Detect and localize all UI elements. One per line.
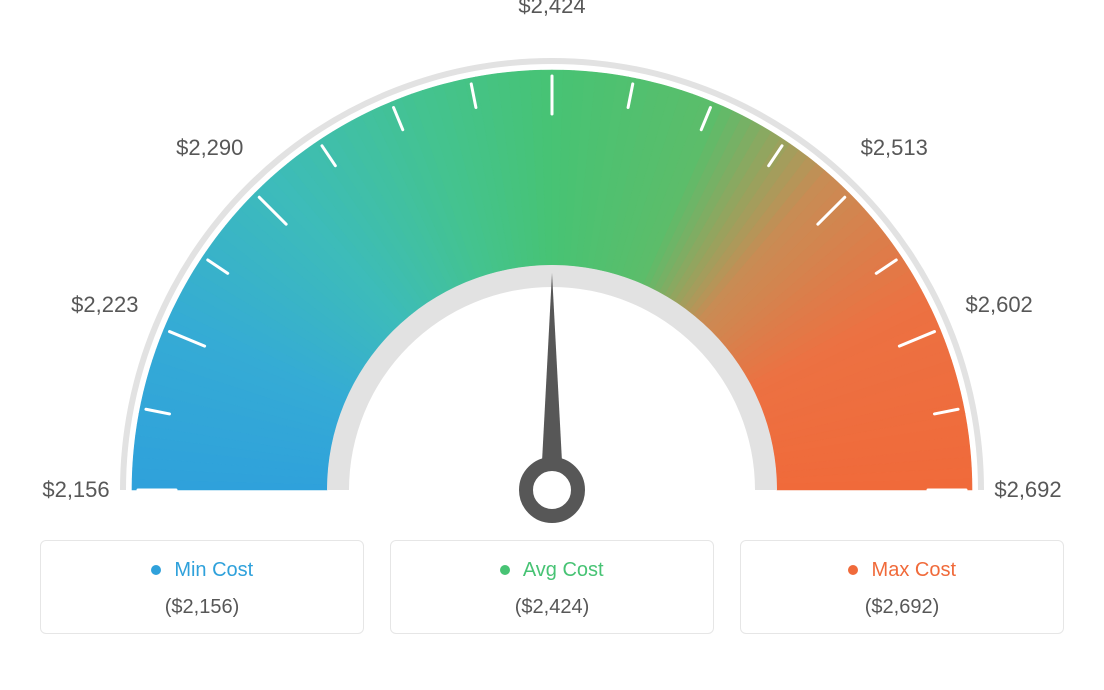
gauge-tick-label: $2,513	[861, 135, 928, 161]
gauge-tick-label: $2,602	[966, 292, 1033, 318]
gauge-svg	[0, 0, 1104, 540]
gauge-chart: $2,156 $2,223 $2,290 $2,424 $2,513 $2,602 $2,6…	[0, 0, 1104, 540]
card-avg-value: ($2,424)	[391, 596, 713, 619]
card-max-title: Max Cost	[872, 559, 956, 581]
gauge-tick-label: $2,692	[994, 477, 1061, 503]
card-max-value: ($2,692)	[741, 596, 1063, 619]
card-max-cost: Max Cost ($2,692)	[740, 540, 1064, 634]
card-min-title-row: Min Cost	[41, 559, 363, 582]
gauge-tick-label: $2,290	[176, 135, 243, 161]
dot-icon	[848, 565, 858, 575]
card-avg-title: Avg Cost	[523, 559, 604, 581]
gauge-tick-label: $2,223	[71, 292, 138, 318]
dot-icon	[151, 565, 161, 575]
card-avg-title-row: Avg Cost	[391, 559, 713, 582]
card-max-title-row: Max Cost	[741, 559, 1063, 582]
card-min-title: Min Cost	[174, 559, 253, 581]
card-avg-cost: Avg Cost ($2,424)	[390, 540, 714, 634]
card-min-value: ($2,156)	[41, 596, 363, 619]
dot-icon	[500, 565, 510, 575]
gauge-tick-label: $2,424	[518, 0, 585, 19]
legend-cards: Min Cost ($2,156) Avg Cost ($2,424) Max …	[0, 540, 1104, 634]
card-min-cost: Min Cost ($2,156)	[40, 540, 364, 634]
gauge-tick-label: $2,156	[42, 477, 109, 503]
